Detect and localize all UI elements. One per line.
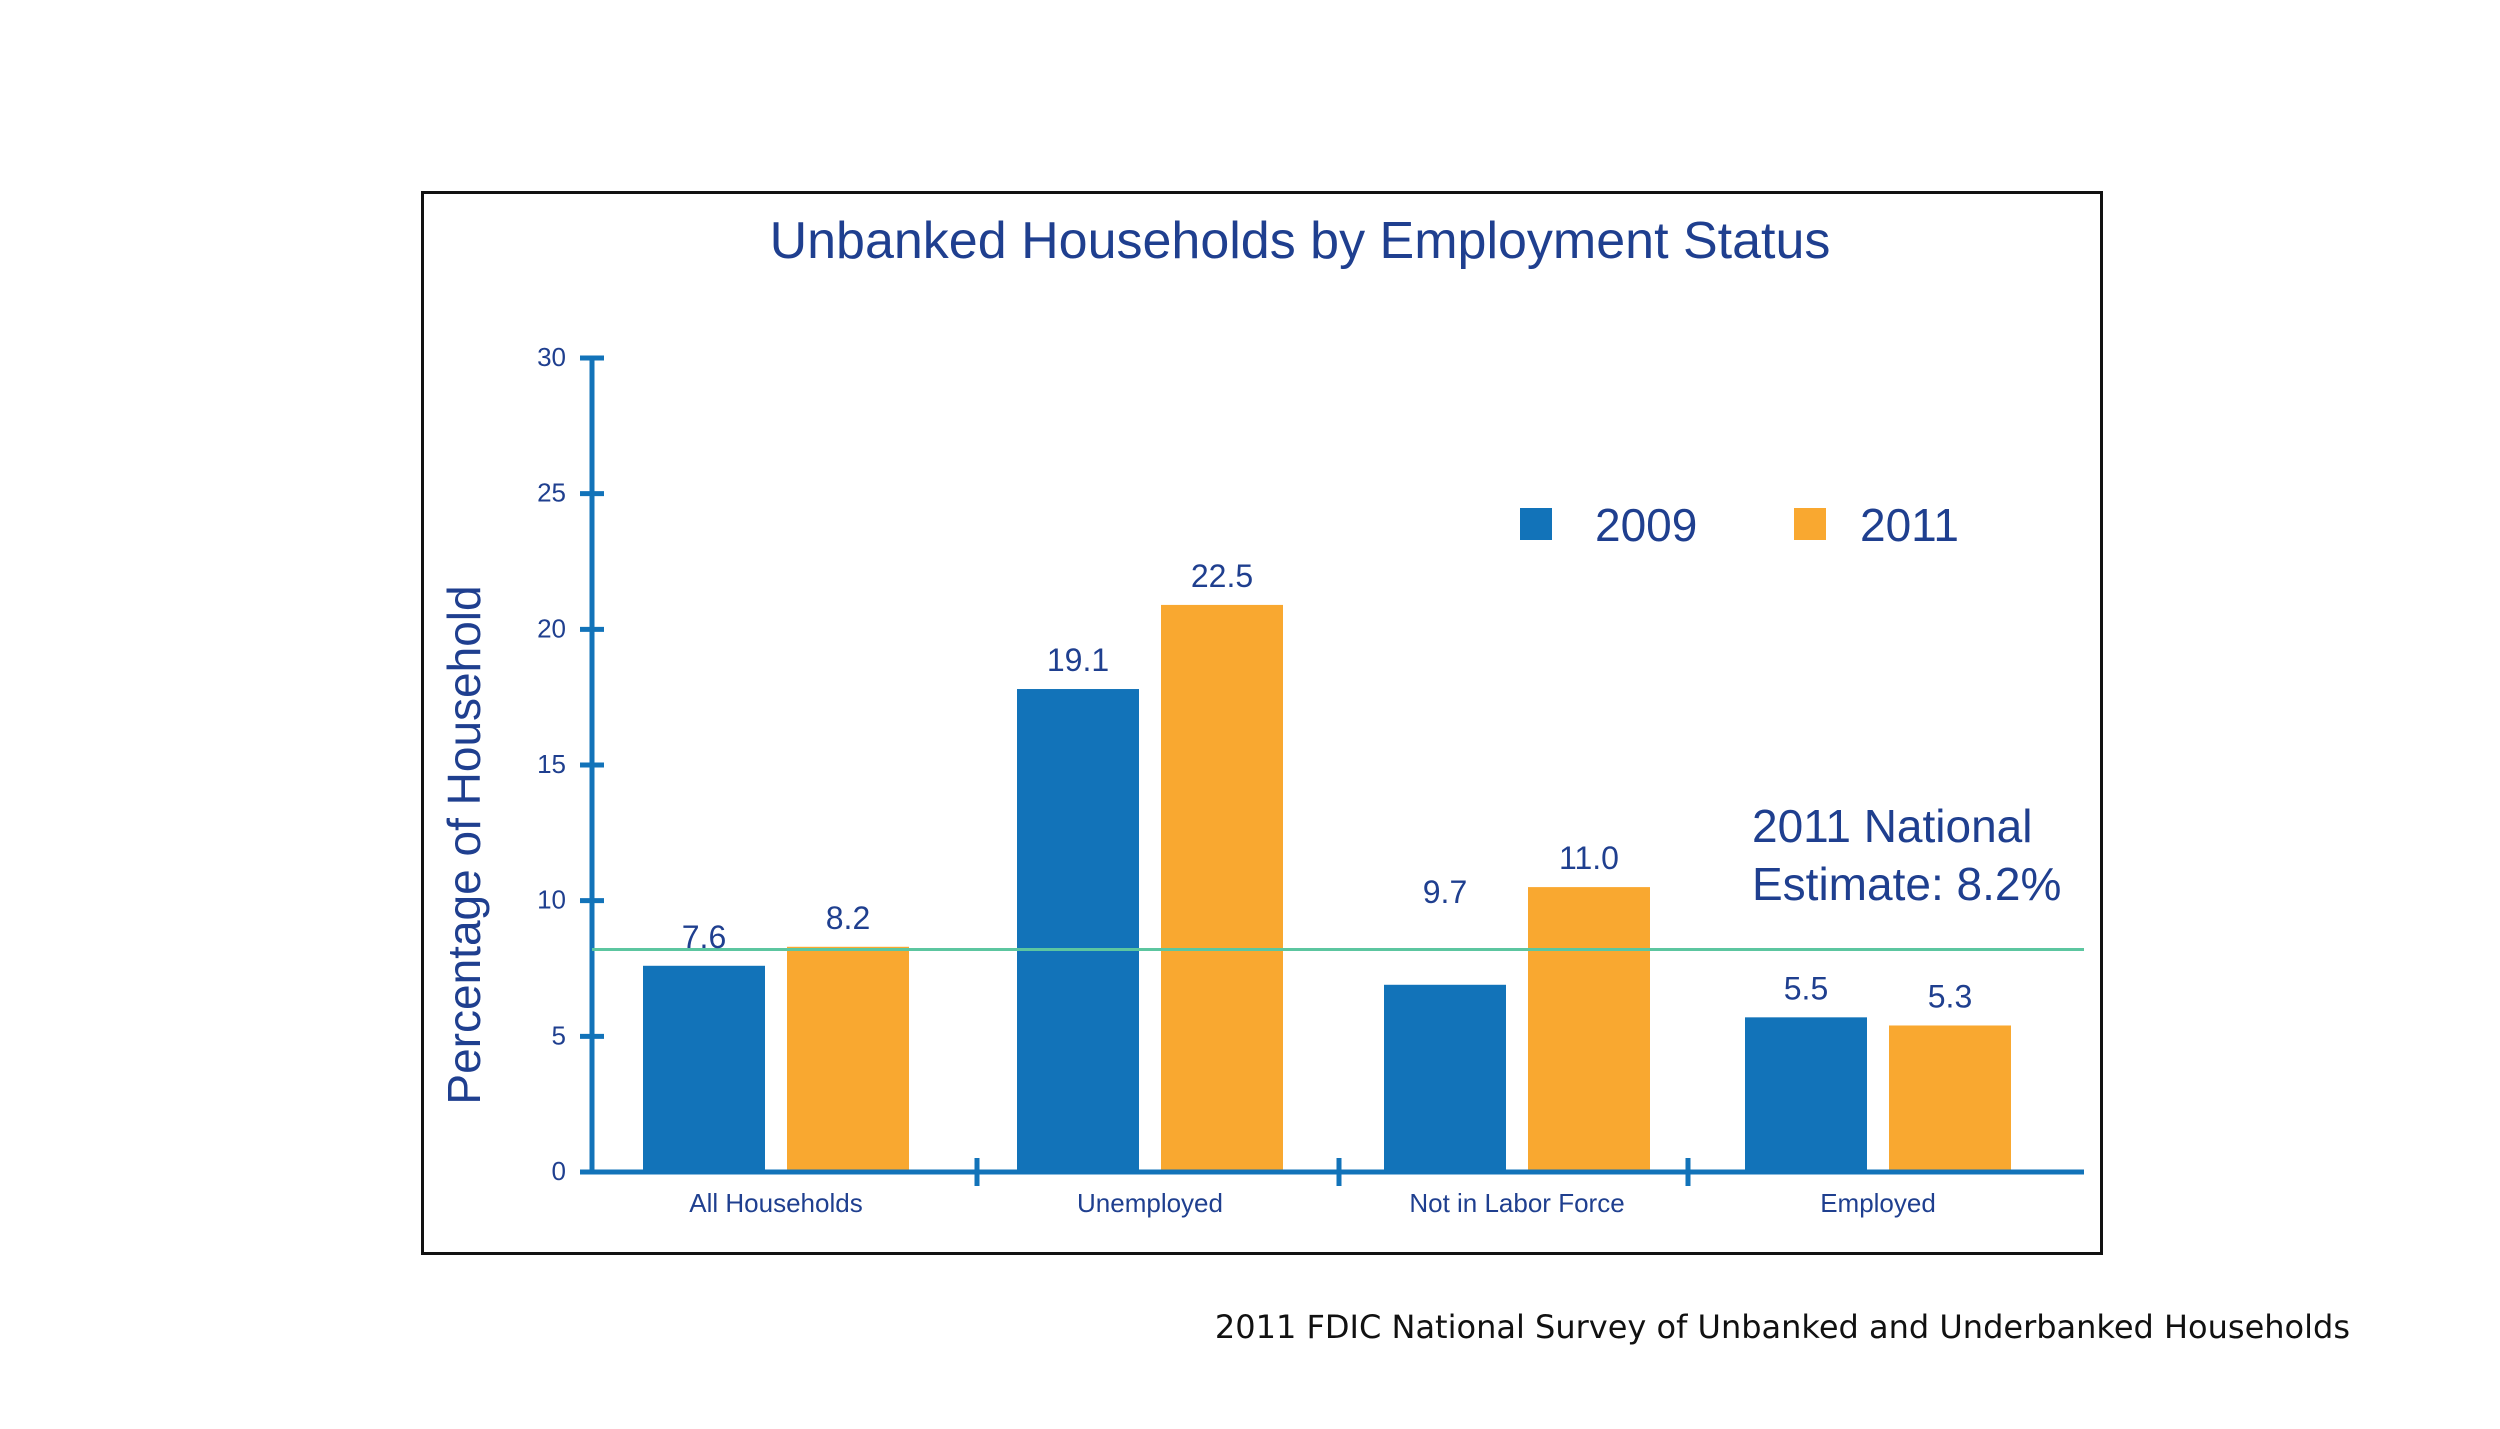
category-label-employed: Employed <box>1820 1188 1936 1218</box>
y-tick-label-30: 30 <box>537 342 566 372</box>
value-label-not-in-labor-force-2011: 11.0 <box>1559 840 1619 876</box>
category-label-unemployed: Unemployed <box>1077 1188 1223 1218</box>
value-label-all-households-2011: 8.2 <box>826 900 870 936</box>
legend-label-2011: 2011 <box>1860 499 1959 551</box>
value-label-employed-2009: 5.5 <box>1784 970 1828 1006</box>
legend-label-2009: 2009 <box>1595 499 1697 551</box>
y-tick-label-25: 25 <box>537 478 566 508</box>
bar-not-in-labor-force-2011 <box>1528 887 1650 1172</box>
legend-swatch-2011 <box>1794 508 1826 540</box>
value-label-all-households-2009: 7.6 <box>682 919 726 955</box>
bar-unemployed-2009 <box>1017 689 1139 1172</box>
bar-employed-2011 <box>1889 1025 2011 1172</box>
legend-swatch-2009 <box>1520 508 1552 540</box>
chart-title: Unbanked Households by Employment Status <box>770 212 1831 270</box>
bar-all-households-2009 <box>643 965 765 1172</box>
y-tick-label-15: 15 <box>537 749 566 779</box>
source-note: 2011 FDIC National Survey of Unbanked an… <box>1214 1308 2350 1346</box>
bar-not-in-labor-force-2009 <box>1384 984 1506 1172</box>
y-tick-label-20: 20 <box>537 613 566 643</box>
national-estimate-label-line-2: Estimate: 8.2% <box>1752 858 2061 910</box>
bar-unemployed-2011 <box>1161 604 1283 1172</box>
category-label-not-in-labor-force: Not in Labor Force <box>1409 1188 1624 1218</box>
y-tick-label-0: 0 <box>552 1156 566 1186</box>
value-label-employed-2011: 5.3 <box>1928 978 1972 1014</box>
y-axis-label: Percentage of Household <box>438 585 490 1104</box>
value-label-unemployed-2011: 22.5 <box>1191 558 1253 594</box>
y-tick-label-10: 10 <box>537 885 566 915</box>
value-label-not-in-labor-force-2009: 9.7 <box>1423 874 1467 910</box>
value-label-unemployed-2009: 19.1 <box>1047 642 1109 678</box>
chart-frame <box>421 191 2103 1255</box>
category-label-all-households: All Households <box>689 1188 862 1218</box>
y-tick-label-5: 5 <box>552 1020 566 1050</box>
bar-all-households-2011 <box>787 946 909 1172</box>
bar-employed-2009 <box>1745 1017 1867 1172</box>
national-estimate-label-line-1: 2011 National <box>1752 800 2032 852</box>
